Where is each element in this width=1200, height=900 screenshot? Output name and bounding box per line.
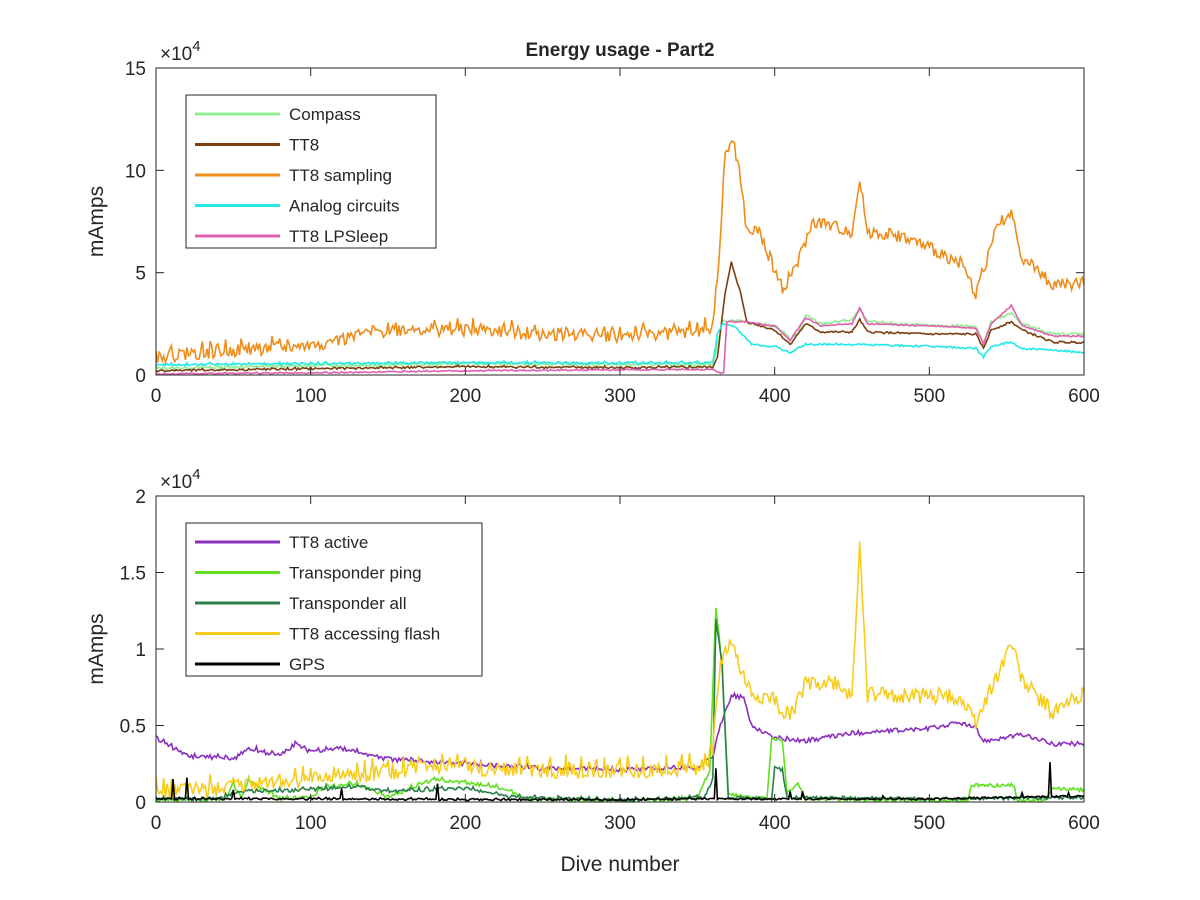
x-tick-label: 400 bbox=[759, 813, 791, 834]
x-tick-label: 300 bbox=[604, 386, 636, 407]
x-tick-label: 300 bbox=[604, 813, 636, 834]
legend-label: TT8 LPSleep bbox=[289, 227, 388, 246]
y-axis-label: mAmps bbox=[85, 613, 108, 684]
series-line-analog-circuits bbox=[155, 323, 1085, 367]
x-tick-label: 600 bbox=[1068, 813, 1100, 834]
x-tick-label: 0 bbox=[151, 386, 162, 407]
legend-label: TT8 active bbox=[289, 533, 368, 552]
y-tick-label: 2 bbox=[135, 487, 146, 508]
y-tick-label: 1.5 bbox=[120, 564, 146, 585]
y-tick-label: 1 bbox=[135, 640, 146, 661]
y-multiplier-exponent: 4 bbox=[192, 466, 200, 483]
legend-label: Analog circuits bbox=[289, 197, 400, 216]
legend-box bbox=[185, 94, 437, 249]
legend-box bbox=[185, 522, 483, 677]
x-tick-label: 100 bbox=[295, 813, 327, 834]
series-line-tt8-sampling bbox=[155, 140, 1085, 365]
bottom-panel: 0 100 200 300 400 500 600 0 0.5 1 1.5 2 ×104 mAmps TT8… bbox=[85, 466, 1100, 834]
x-tick-label: 500 bbox=[913, 386, 945, 407]
y-multiplier-base: ×10 bbox=[160, 44, 192, 65]
y-tick-label: 0 bbox=[135, 366, 146, 387]
legend-label: GPS bbox=[289, 655, 325, 674]
legend-label: Transponder all bbox=[289, 594, 407, 613]
x-tick-label: 0 bbox=[151, 813, 162, 834]
series-line-tt8-active bbox=[155, 691, 1085, 774]
legend-label: TT8 accessing flash bbox=[289, 625, 440, 644]
y-multiplier-exponent: 4 bbox=[192, 38, 200, 55]
x-tick-label: 200 bbox=[449, 813, 481, 834]
x-tick-label: 200 bbox=[449, 386, 481, 407]
legend-label: Compass bbox=[289, 105, 361, 124]
x-tick-label: 600 bbox=[1068, 386, 1100, 407]
x-axis-label: Dive number bbox=[560, 853, 679, 876]
y-axis-label: mAmps bbox=[85, 186, 108, 257]
y-tick-label: 15 bbox=[125, 59, 146, 80]
legend-label: TT8 bbox=[289, 136, 319, 155]
y-tick-label: 10 bbox=[125, 161, 146, 182]
y-tick-label: 0 bbox=[135, 793, 146, 814]
y-multiplier: ×104 bbox=[160, 466, 201, 493]
legend-label: Transponder ping bbox=[289, 564, 422, 583]
y-tick-label: 0.5 bbox=[120, 717, 146, 738]
chart-title: Energy usage - Part2 bbox=[525, 40, 714, 61]
x-tick-label: 100 bbox=[295, 386, 327, 407]
series-line-tt8-accessing-flash bbox=[155, 541, 1085, 800]
y-multiplier: ×104 bbox=[160, 38, 201, 65]
y-multiplier-base: ×10 bbox=[160, 472, 192, 493]
top-panel: 0 100 200 300 400 500 600 0 5 10 15 ×104 mAmps Compas… bbox=[85, 38, 1100, 407]
y-tick-label: 5 bbox=[135, 264, 146, 285]
x-tick-label: 400 bbox=[759, 386, 791, 407]
legend-label: TT8 sampling bbox=[289, 166, 392, 185]
x-tick-label: 500 bbox=[913, 813, 945, 834]
